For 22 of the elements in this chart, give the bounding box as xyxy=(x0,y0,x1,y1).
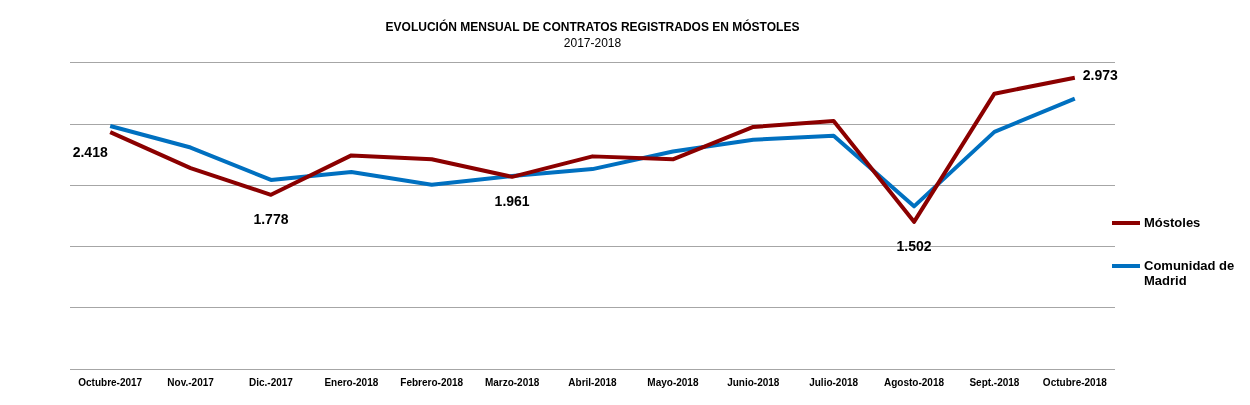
x-tick-label: Dic.-2017 xyxy=(249,376,294,388)
x-tick-label: Nov.-2017 xyxy=(167,376,215,388)
legend-label: Comunidad de Madrid xyxy=(1144,258,1236,288)
chart-subtitle: 2017-2018 xyxy=(563,35,622,50)
x-tick-label: Enero-2018 xyxy=(324,376,379,388)
x-tick-label: Sept.-2018 xyxy=(969,376,1020,388)
data-label: 1.961 xyxy=(494,192,530,209)
legend-label: Móstoles xyxy=(1144,215,1201,230)
data-label: 2.418 xyxy=(72,143,108,160)
x-tick-label: Junio-2018 xyxy=(727,376,780,388)
chart-title: EVOLUCIÓN MENSUAL DE CONTRATOS REGISTRADOS EN MÓSTOLES xyxy=(385,18,800,34)
x-tick-label: Abril-2018 xyxy=(568,376,618,388)
x-tick-label: Agosto-2018 xyxy=(884,376,945,388)
data-label: 1.502 xyxy=(896,237,932,254)
x-tick-label: Octubre-2017 xyxy=(78,376,143,388)
data-label: 1.778 xyxy=(253,210,289,227)
x-tick-label: Julio-2018 xyxy=(809,376,859,388)
data-label: 2.973 xyxy=(1082,66,1119,83)
x-tick-label: Octubre-2018 xyxy=(1042,376,1108,388)
x-tick-label: Febrero-2018 xyxy=(400,376,464,388)
x-tick-label: Marzo-2018 xyxy=(484,376,540,388)
x-tick-label: Mayo-2018 xyxy=(647,376,699,388)
